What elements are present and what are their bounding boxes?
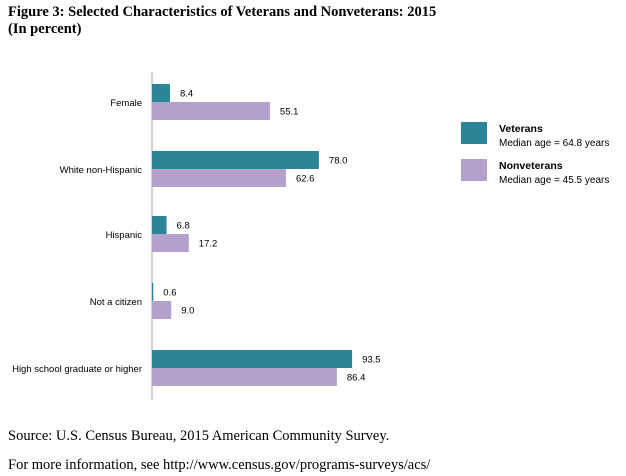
bar-veterans [152,151,319,169]
value-label-nonveterans: 9.0 [181,306,194,317]
value-label-veterans: 78.0 [329,156,348,167]
bar-veterans [152,283,154,301]
bar-veterans [152,84,170,102]
category-label: Female [110,98,142,109]
value-label-nonveterans: 62.6 [296,174,315,185]
bar-veterans [152,350,353,368]
bar-nonveterans [152,169,286,187]
chart-title: Figure 3: Selected Characteristics of Ve… [8,4,436,38]
legend-name-nonveterans: Nonveterans [499,160,563,172]
value-label-veterans: 0.6 [163,288,176,299]
value-label-veterans: 8.4 [180,89,193,100]
bar-nonveterans [152,368,337,386]
legend-swatch-veterans [461,122,487,144]
chart-title-line1: Figure 3: Selected Characteristics of Ve… [8,4,437,20]
value-label-nonveterans: 86.4 [347,373,366,384]
legend-name-veterans: Veterans [499,123,543,135]
legend-swatch-nonveterans [461,159,487,181]
value-label-nonveterans: 55.1 [280,107,299,118]
value-label-veterans: 6.8 [177,221,190,232]
bar-veterans [152,216,167,234]
value-label-veterans: 93.5 [362,355,381,366]
category-label: High school graduate or higher [12,364,142,375]
chart-title-line2: (In percent) [8,21,82,37]
bar-nonveterans [152,301,172,319]
category-label: Hispanic [106,230,143,241]
legend-subtitle-nonveterans: Median age = 45.5 years [499,175,609,186]
legend-subtitle-veterans: Median age = 64.8 years [499,138,609,149]
category-label: Not a citizen [90,297,142,308]
source-note: Source: U.S. Census Bureau, 2015 America… [8,428,390,444]
bar-nonveterans [152,234,189,252]
more-info-note: For more information, see http://www.cen… [8,457,431,473]
bar-nonveterans [152,102,270,120]
category-label: White non-Hispanic [60,165,143,176]
value-label-nonveterans: 17.2 [199,239,218,250]
